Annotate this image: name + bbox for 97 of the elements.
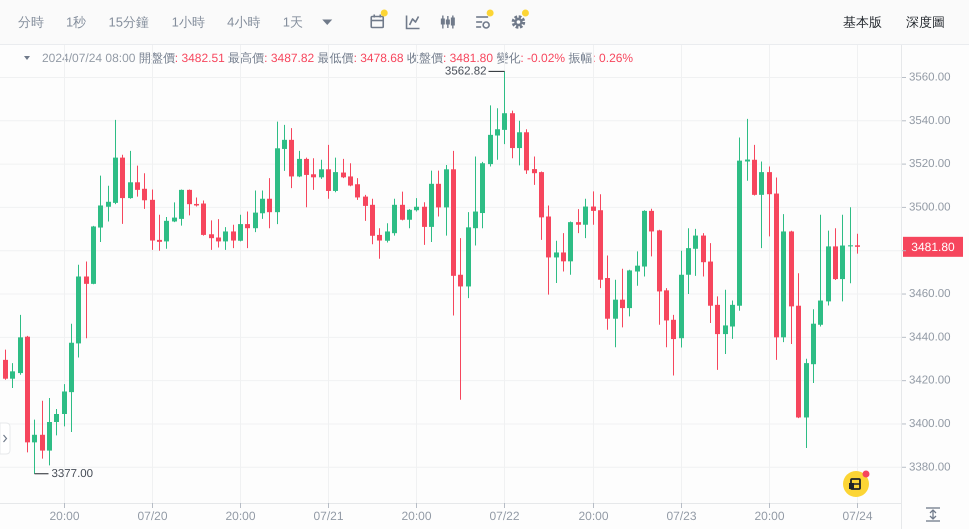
candlestick: [128, 150, 133, 200]
y-tick-label: 3380.00: [909, 461, 951, 474]
candlestick: [341, 158, 346, 179]
candlestick: [693, 228, 698, 276]
candlestick: [745, 118, 750, 182]
y-tick-label: 3520.00: [909, 158, 951, 170]
candlestick: [400, 191, 405, 221]
candlestick: [554, 240, 559, 284]
candlestick: [848, 206, 853, 284]
candlestick: [297, 150, 302, 178]
text: 1天: [282, 14, 303, 30]
candlestick: [348, 162, 353, 187]
candlestick: [164, 216, 169, 250]
candlestick: [135, 165, 140, 198]
candlestick: [194, 196, 199, 208]
y-tick-label: 3560.00: [909, 71, 951, 84]
x-tick-label: 20:00: [225, 509, 256, 523]
candlestick: [333, 157, 338, 193]
candlestick: [231, 224, 236, 249]
text: 4小時: [227, 14, 260, 30]
x-tick-label: 07/20: [137, 509, 168, 523]
candlestick: [583, 198, 588, 239]
text: 1秒: [66, 14, 86, 30]
candlestick: [267, 178, 272, 229]
candlestick: [142, 172, 147, 210]
candlestick: [54, 408, 59, 436]
candlestick: [422, 202, 427, 246]
candlestick: [106, 185, 111, 222]
x-tick-label: 07/23: [666, 509, 697, 523]
candlestick: [436, 170, 441, 218]
candlestick: [517, 120, 522, 166]
candlestick: [385, 222, 390, 243]
candlestick: [671, 314, 676, 376]
candlestick: [209, 220, 214, 250]
candlestick: [157, 214, 162, 252]
candlestick: [591, 190, 596, 226]
candlestick: [759, 161, 764, 249]
candlestick: [576, 208, 581, 234]
candlestick: [187, 188, 192, 216]
candlestick: [260, 190, 265, 220]
candlestick: [723, 289, 728, 355]
candlestick: [355, 178, 360, 200]
x-tick-label: 20:00: [754, 509, 785, 523]
x-tick-label: 07/21: [313, 509, 344, 523]
text: 3481.80: [911, 240, 956, 254]
annotation: 3377.00: [52, 468, 94, 480]
text: 1小時: [172, 14, 205, 30]
candlestick: [238, 214, 243, 242]
candlestick: [377, 228, 382, 260]
annotation: 3562.82: [444, 65, 486, 78]
text: 深度圖: [906, 14, 945, 30]
candlestick: [613, 279, 618, 348]
candlestick: [3, 349, 8, 380]
candlestick: [32, 419, 37, 474]
candlestick: [253, 190, 258, 233]
candlestick: [282, 124, 287, 172]
x-tick-label: 07/24: [842, 509, 873, 523]
candlestick: [620, 268, 625, 328]
candlestick: [502, 70, 507, 145]
text: 15分鐘: [108, 14, 150, 30]
x-tick-label: 20:00: [401, 509, 432, 523]
candlestick: [855, 233, 860, 254]
candlestick: [407, 208, 412, 229]
candlestick: [40, 400, 45, 460]
candlestick: [216, 218, 221, 248]
y-tick-label: 3420.00: [909, 374, 951, 387]
x-tick-label: 07/22: [489, 509, 520, 523]
x-tick-label: 20:00: [49, 509, 80, 523]
candlestick: [649, 208, 654, 257]
candlestick: [223, 226, 228, 250]
candlestick: [62, 384, 67, 427]
candlestick: [311, 158, 316, 190]
candlestick: [767, 166, 772, 237]
y-tick-label: 3440.00: [909, 331, 951, 344]
text: 基本版: [843, 14, 882, 30]
candlestick: [10, 362, 15, 389]
candlestick: [84, 261, 89, 339]
candlestick: [473, 156, 478, 246]
candlestick: [245, 211, 250, 249]
y-tick-label: 3540.00: [909, 114, 951, 127]
candlestick: [304, 157, 309, 208]
y-tick-label: 3460.00: [909, 288, 951, 300]
text: 分時: [18, 14, 44, 30]
candlestick: [458, 238, 463, 400]
y-tick-label: 3400.00: [909, 418, 951, 430]
candlestick: [561, 232, 566, 272]
candlestick: [319, 159, 324, 180]
candlestick: [532, 156, 537, 186]
candlestick: [98, 175, 103, 243]
candlestick: [172, 202, 177, 223]
candlestick: [730, 300, 735, 340]
candlestick: [363, 194, 368, 222]
candlestick: [635, 250, 640, 286]
y-tick-label: 3500.00: [909, 201, 951, 214]
candlestick: [326, 144, 331, 200]
candlestick: [495, 108, 500, 160]
x-tick-label: 20:00: [578, 509, 609, 523]
